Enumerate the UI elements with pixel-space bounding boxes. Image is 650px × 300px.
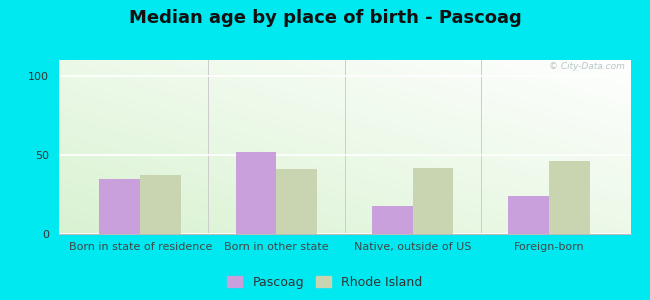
Legend: Pascoag, Rhode Island: Pascoag, Rhode Island [222, 271, 428, 294]
Bar [140, 176, 181, 234]
Bar [508, 196, 549, 234]
Bar [549, 161, 590, 234]
Bar [276, 169, 317, 234]
Bar [235, 152, 276, 234]
Bar [372, 206, 413, 234]
Text: Median age by place of birth - Pascoag: Median age by place of birth - Pascoag [129, 9, 521, 27]
Bar [99, 178, 140, 234]
Text: © City-Data.com: © City-Data.com [549, 62, 625, 71]
Bar [413, 168, 454, 234]
